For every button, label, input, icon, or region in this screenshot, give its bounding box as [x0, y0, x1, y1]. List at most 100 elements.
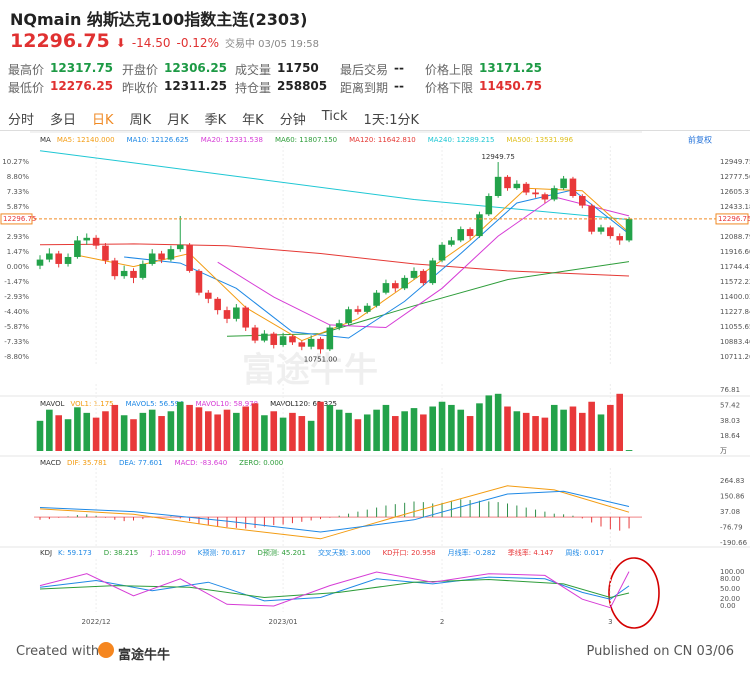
candle-body: [597, 227, 605, 232]
y2-tick-label: 2.93%: [7, 233, 30, 241]
candle-body: [242, 307, 249, 328]
y-tick-label: 11400.03: [720, 293, 750, 301]
candle-body: [485, 195, 493, 215]
candle-body: [214, 298, 221, 311]
candle-body: [130, 270, 137, 278]
last-price-box: [715, 213, 749, 225]
volume-bar: [167, 411, 175, 451]
volume-bar: [298, 416, 306, 451]
volume-bar: [382, 404, 390, 451]
tab[interactable]: 月K: [167, 113, 189, 128]
candle-body: [401, 277, 408, 289]
legend-item: MACD: -83.640: [175, 459, 228, 467]
volume-bar: [420, 414, 427, 451]
candle-body: [83, 237, 91, 241]
stat-value: 12276.25: [50, 79, 114, 93]
volume-bar: [410, 408, 418, 451]
y-tick-label: 12949.75: [720, 158, 750, 166]
tab[interactable]: 多日: [50, 113, 77, 128]
candle-body: [195, 270, 203, 293]
volume-bar: [205, 411, 212, 451]
candle-body: [326, 327, 334, 350]
y-tick-label: -190.66: [720, 539, 748, 547]
volume-bar: [279, 417, 287, 451]
volume-bar: [223, 409, 231, 451]
candle-body: [289, 336, 296, 343]
volume-bar: [494, 393, 502, 451]
candle-body: [513, 183, 521, 189]
x-tick-label: 2023/01: [269, 618, 298, 626]
tab[interactable]: 1天:1分K: [363, 113, 419, 128]
candle-body: [522, 183, 530, 193]
candle-body: [420, 270, 427, 284]
volume-bar: [92, 417, 100, 451]
tab[interactable]: 周K: [129, 113, 152, 128]
y-unit: 万: [720, 447, 727, 455]
y-tick-label: 264.83: [720, 477, 745, 485]
stat-label: 持仓量: [235, 81, 272, 95]
candle-body: [279, 336, 287, 345]
candle-body: [438, 244, 446, 261]
volume-bar: [335, 409, 343, 451]
legend-item: ZERO: 0.000: [239, 459, 283, 467]
candle-body: [532, 192, 539, 195]
tab[interactable]: 年K: [242, 113, 264, 128]
candle-body: [616, 236, 623, 241]
stat-label: 昨收价: [122, 81, 159, 95]
tab[interactable]: 分钟: [279, 113, 306, 128]
legend-item: 季线率: 4.147: [508, 548, 554, 557]
stat-label: 价格上限: [425, 63, 474, 77]
volume-bar: [466, 416, 474, 451]
adjust[interactable]: 前复权: [688, 135, 712, 145]
annotation: 12949.75: [481, 153, 514, 161]
stat-value: 13171.25: [479, 61, 543, 75]
candle-body: [261, 333, 268, 341]
volume-bar: [616, 393, 623, 451]
volume-bar: [102, 411, 109, 451]
y-tick-label: 20.00: [720, 595, 740, 603]
volume-bar: [579, 412, 586, 451]
y-tick-label: -76.79: [720, 523, 743, 531]
candle-body: [111, 260, 119, 277]
volume-bar: [186, 404, 193, 451]
volume-bar: [307, 420, 315, 451]
stat: 最高价 12317.75: [8, 61, 113, 78]
stat-label: 最低价: [8, 81, 45, 95]
volume-bar: [261, 415, 268, 451]
volume-bar: [588, 401, 595, 451]
candle-body: [625, 218, 633, 241]
brand: 富途牛牛: [118, 648, 171, 663]
indicator-line: [39, 150, 630, 221]
legend-item: MA500: 13531.996: [506, 136, 573, 144]
title: NQmain 纳斯达克100指数主连(2303): [10, 10, 308, 29]
stat: 最后交易 --: [340, 61, 404, 78]
y2-tick-label: 8.80%: [7, 173, 30, 181]
volume-bar: [373, 409, 380, 451]
legend-item: MA120: 11642.810: [349, 136, 416, 144]
indicator-line: [39, 578, 630, 599]
tab[interactable]: 日K: [92, 113, 114, 128]
candle-body: [205, 292, 212, 299]
tab[interactable]: Tick: [321, 109, 348, 124]
volume-bar: [485, 395, 493, 451]
indicator-line: [217, 196, 630, 329]
candle-body: [176, 244, 184, 250]
tab[interactable]: 季K: [204, 113, 227, 128]
candle-body: [354, 309, 362, 312]
y-tick-label: 100.00: [720, 568, 745, 576]
candle-body: [64, 256, 72, 264]
candle-body: [335, 323, 343, 328]
candle-body: [429, 260, 436, 284]
volume-bar: [522, 412, 530, 451]
indicator-line: [39, 490, 630, 533]
volume-bar: [270, 411, 278, 451]
y2-tick-label: 7.33%: [7, 188, 30, 196]
volume-bar: [36, 420, 44, 451]
tab[interactable]: 分时: [8, 113, 35, 128]
candle-body: [363, 305, 371, 312]
panel-title: KDJ: [40, 549, 52, 557]
volume-bar: [476, 403, 483, 451]
highlight-circle: [608, 557, 660, 629]
volume-bar: [550, 404, 558, 451]
